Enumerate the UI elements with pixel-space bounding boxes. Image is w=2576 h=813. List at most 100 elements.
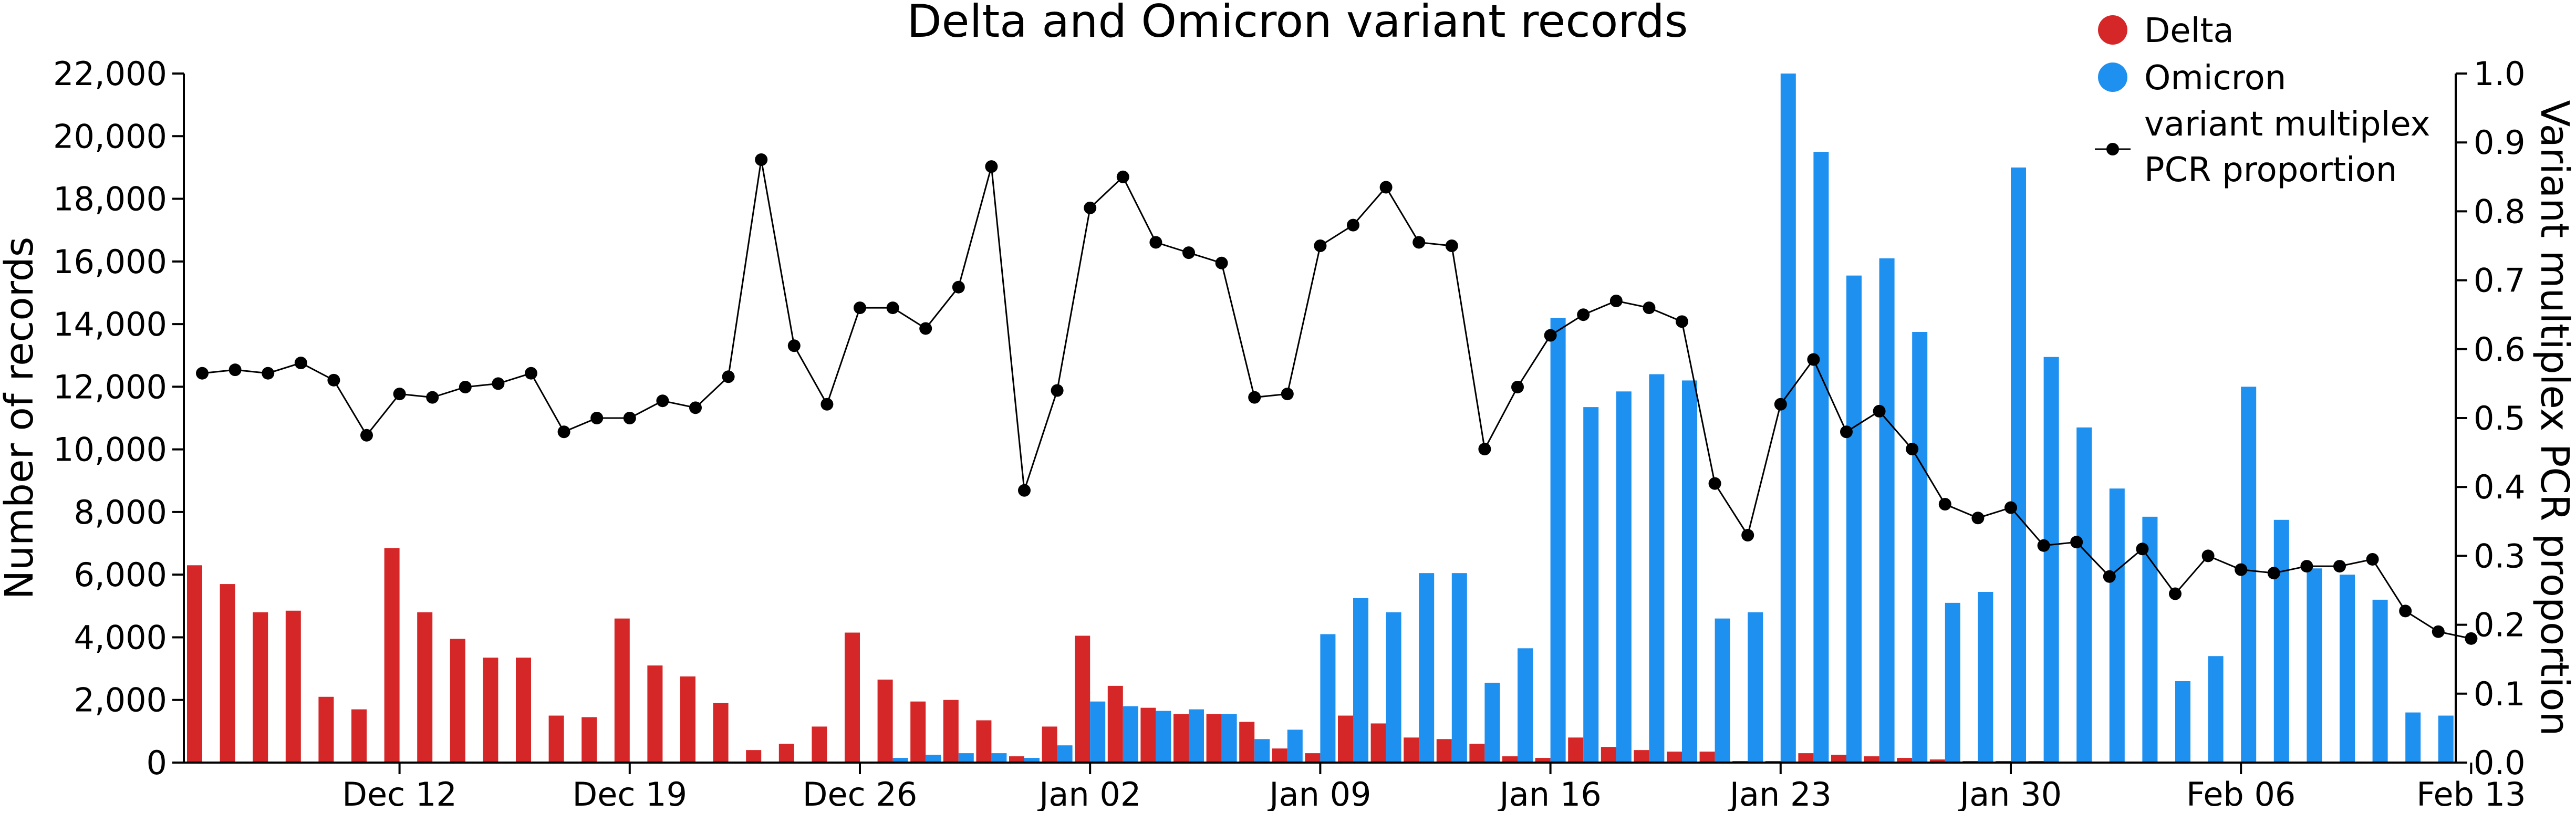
delta-bar bbox=[910, 701, 926, 763]
proportion-point bbox=[1807, 353, 1820, 366]
delta-bar bbox=[1601, 747, 1616, 763]
y2-tick-label: 0.5 bbox=[2474, 399, 2526, 437]
delta-bar bbox=[713, 703, 729, 763]
x-tick-label: Jan 16 bbox=[1498, 775, 1602, 811]
omicron-bar bbox=[1550, 318, 1566, 763]
proportion-point bbox=[854, 301, 866, 315]
proportion-point bbox=[2267, 567, 2280, 580]
proportion-point bbox=[393, 388, 406, 401]
delta-bar bbox=[1699, 752, 1715, 763]
proportion-point bbox=[1084, 201, 1097, 214]
proportion-point bbox=[492, 377, 505, 390]
delta-bar bbox=[943, 700, 959, 763]
delta-bar bbox=[877, 679, 893, 763]
legend: Delta Omicron variant multiplex PCR proport… bbox=[2095, 12, 2430, 190]
omicron-bar bbox=[2340, 575, 2355, 763]
proportion-point bbox=[1577, 308, 1590, 321]
x-tick-label: Feb 13 bbox=[2416, 775, 2526, 811]
y-tick-label: 20,000 bbox=[53, 117, 167, 155]
omicron-bar bbox=[1057, 745, 1073, 763]
delta-bar bbox=[1305, 753, 1321, 763]
delta-bar bbox=[1009, 756, 1024, 763]
proportion-point bbox=[1051, 384, 1064, 397]
y-tick-label: 22,000 bbox=[53, 55, 167, 93]
delta-bar bbox=[976, 720, 992, 763]
proportion-point bbox=[2432, 625, 2445, 638]
delta-bar bbox=[220, 584, 235, 763]
omicron-bar bbox=[1090, 701, 1106, 763]
legend-delta-marker bbox=[2098, 15, 2127, 45]
y2-tick-label: 0.2 bbox=[2474, 606, 2526, 644]
legend-delta-label: Delta bbox=[2144, 12, 2234, 50]
proportion-point bbox=[2169, 587, 2182, 600]
delta-bar bbox=[1929, 759, 1945, 763]
omicron-bar bbox=[1386, 612, 1401, 763]
y2-tick-label: 0.6 bbox=[2474, 330, 2526, 369]
omicron-bar bbox=[958, 753, 974, 763]
proportion-point bbox=[787, 339, 801, 352]
delta-bar bbox=[516, 658, 531, 763]
omicron-bar bbox=[926, 755, 941, 763]
delta-bar bbox=[450, 639, 465, 763]
proportion-point bbox=[2070, 536, 2083, 549]
proportion-point bbox=[426, 391, 439, 404]
omicron-bar bbox=[1254, 739, 1270, 763]
proportion-point bbox=[985, 160, 998, 173]
proportion-point bbox=[1116, 170, 1129, 183]
delta-bar bbox=[1535, 758, 1551, 763]
delta-bar bbox=[1897, 758, 1913, 763]
proportion-line-layer bbox=[196, 153, 2478, 645]
proportion-point bbox=[1938, 498, 1951, 510]
delta-bar bbox=[1798, 753, 1814, 763]
omicron-bar bbox=[2405, 712, 2421, 763]
delta-bar bbox=[1436, 739, 1452, 763]
delta-bar bbox=[351, 709, 367, 763]
delta-bar bbox=[1667, 752, 1682, 763]
delta-bar bbox=[1568, 737, 1584, 763]
omicron-bar bbox=[2109, 488, 2125, 763]
delta-bar bbox=[1864, 756, 1879, 763]
y2-tick-label: 0.3 bbox=[2474, 537, 2526, 575]
omicron-bar bbox=[1846, 275, 1862, 763]
y-tick-label: 10,000 bbox=[53, 431, 167, 469]
proportion-point bbox=[1971, 512, 1985, 525]
proportion-point bbox=[755, 153, 768, 166]
delta-bar bbox=[1338, 715, 1353, 763]
chart-title: Delta and Omicron variant records bbox=[907, 0, 1688, 48]
delta-bar bbox=[614, 618, 630, 763]
proportion-point bbox=[1445, 239, 1458, 252]
proportion-point bbox=[590, 412, 604, 424]
y2-tick-label: 0.0 bbox=[2474, 744, 2526, 782]
x-tick-label: Dec 26 bbox=[803, 775, 918, 811]
proportion-point bbox=[919, 322, 932, 335]
omicron-bar bbox=[1484, 682, 1500, 763]
proportion-point bbox=[2004, 501, 2017, 514]
y-tick-label: 18,000 bbox=[53, 180, 167, 218]
delta-bar bbox=[1042, 726, 1057, 763]
y-tick-label: 0 bbox=[147, 744, 167, 782]
proportion-point bbox=[2399, 604, 2412, 618]
delta-bar bbox=[253, 612, 268, 763]
delta-bar bbox=[285, 610, 301, 763]
omicron-bar bbox=[2142, 516, 2158, 763]
omicron-bars bbox=[892, 74, 2454, 763]
legend-omicron-label: Omicron bbox=[2144, 59, 2286, 98]
x-tick-label: Dec 19 bbox=[573, 775, 688, 811]
proportion-point bbox=[1149, 236, 1162, 249]
legend-line-label-1: variant multiplex bbox=[2144, 105, 2430, 144]
proportion-point bbox=[1676, 315, 1688, 328]
proportion-point bbox=[1609, 294, 1623, 307]
proportion-point bbox=[2465, 632, 2478, 645]
omicron-bar bbox=[2273, 519, 2289, 763]
proportion-point bbox=[2136, 543, 2149, 556]
omicron-bar bbox=[2307, 568, 2322, 763]
omicron-bar bbox=[1780, 74, 1796, 763]
omicron-bar bbox=[1353, 598, 1368, 763]
omicron-bar bbox=[2208, 656, 2224, 763]
omicron-bar bbox=[1945, 602, 1960, 763]
proportion-point bbox=[1248, 391, 1261, 404]
delta-bar bbox=[1107, 685, 1123, 763]
delta-bar bbox=[1831, 755, 1846, 763]
y2-tick-label: 0.9 bbox=[2474, 123, 2526, 162]
